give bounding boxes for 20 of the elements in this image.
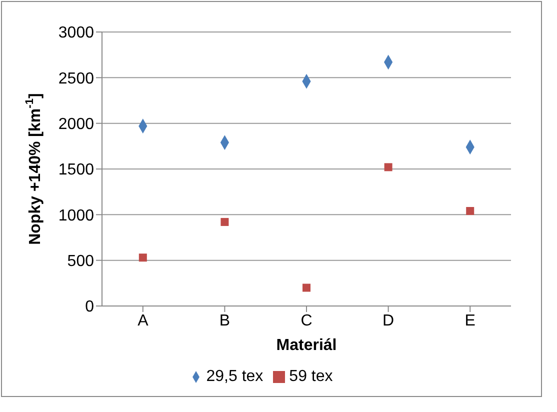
y-tick-label: 1500 [58,162,94,179]
x-tick-label: A [138,312,149,330]
legend-label: 59 tex [289,368,333,385]
y-tick-label: 500 [67,253,94,270]
x-tick-label: E [464,312,476,330]
y-tick-label: 0 [85,298,94,316]
x-axis-title: Materiál [276,337,337,354]
point [466,207,474,216]
x-tick-label: B [219,312,230,330]
y-tick-label: 1000 [58,207,94,224]
point [384,163,392,172]
y-tick-label: 2000 [58,116,94,134]
point [220,218,229,226]
point [138,254,147,262]
y-tick-label: 2500 [58,70,94,88]
y-tick-label: 3000 [58,24,94,42]
legend-label: 29,5 tex [206,368,264,385]
x-tick-label: C [300,312,312,330]
point [302,284,310,292]
x-tick-label: D [382,312,394,330]
